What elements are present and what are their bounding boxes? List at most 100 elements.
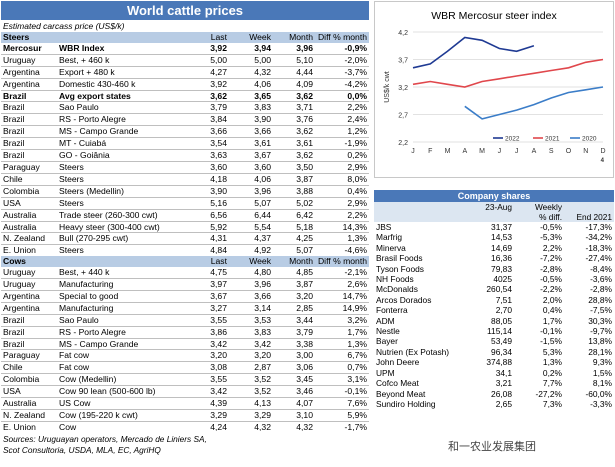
desc-cell: Cow (195-220 k cwt) [57, 409, 185, 422]
week-cell: 5,07 [229, 196, 273, 210]
last-cell: 3,60 [185, 160, 229, 174]
col-diff: Diff % month [315, 256, 369, 268]
month-cell: 3,62 [273, 89, 315, 102]
end-2021-diff: 28,1% [588, 346, 612, 357]
last-cell: 4,75 [210, 267, 227, 278]
col-date: 23-Aug [462, 202, 514, 212]
cows-row: Brazil Sao Paulo 3,55 3,53 3,44 3,2% [1, 313, 369, 327]
share-row: Beyond Meat 26,08 -27,2% -60,0% [374, 389, 614, 399]
share-price: 260,54 [486, 284, 512, 295]
page-subtitle: Estimated carcass price (US$/k) [3, 21, 125, 31]
country-cell: Argentina [1, 289, 57, 303]
steers-row: Colombia Steers (Medellin) 3,90 3,96 3,88 0,4… [1, 184, 369, 198]
share-row: Minerva 14,69 2,2% -18,3% [374, 243, 614, 253]
cows-row: Uruguay Best, + 440 k 4,75 4,80 4,85 -2,1% [1, 267, 369, 278]
x-tick-label: O [566, 148, 572, 155]
company-shares-panel: Company shares 23-Aug Weekly % diff. End… [374, 190, 614, 409]
week-cell: 3,83 [229, 101, 273, 114]
end-2021-diff: -3,3% [590, 398, 612, 409]
company-name: Marfrig [376, 232, 403, 243]
share-price: 7,51 [495, 294, 512, 305]
last-cell: 3,54 [185, 137, 229, 150]
diff-cell: -4,2% [315, 77, 369, 91]
desc-cell: US Cow [57, 397, 185, 410]
end-2021-diff: -8,4% [590, 263, 612, 274]
last-cell: 4,24 [185, 420, 229, 433]
desc-cell: Cow 90 lean (500-600 lb) [57, 385, 185, 398]
weekly-diff: 0,2% [542, 367, 562, 378]
page-title: World cattle prices [1, 1, 369, 20]
share-price: 88,05 [491, 315, 512, 326]
cows-row: Argentina Manufacturing 3,27 3,14 2,85 14,9% [1, 301, 369, 315]
share-row: Brasil Foods 16,36 -7,2% -27,4% [374, 253, 614, 263]
last-cell: 3,42 [185, 337, 229, 350]
weekly-diff: -0,1% [540, 326, 562, 337]
week-cell: 3,29 [229, 409, 273, 422]
desc-cell: Special to good [57, 289, 185, 303]
col-week: Week [229, 32, 273, 43]
country-cell: Brazil [1, 313, 57, 327]
country-cell: Argentina [1, 65, 57, 79]
diff-cell: 2,2% [315, 101, 369, 114]
month-cell: 2,85 [273, 301, 315, 315]
weekly-diff: 2,2% [542, 242, 562, 253]
desc-cell: Best, + 460 k [57, 53, 185, 67]
share-price: 374,88 [486, 357, 512, 368]
week-cell: 3,53 [229, 313, 273, 327]
weekly-diff: -1,5% [540, 336, 562, 347]
country-cell: Argentina [1, 77, 57, 91]
cows-header-row: Cows Last Week Month Diff % month [1, 256, 369, 268]
legend-label: 2022 [505, 136, 520, 143]
share-row: Nutrien (Ex Potash) 96,34 5,3% 28,1% [374, 347, 614, 357]
month-cell: 3,62 [273, 125, 315, 138]
steers-row: Brazil Sao Paulo 3,79 3,83 3,71 2,2% [1, 101, 369, 114]
last-cell: 4,39 [185, 397, 229, 410]
country-cell: Uruguay [1, 278, 57, 291]
company-name: JBS [376, 222, 392, 232]
share-row: NH Foods 4025 -0,5% -3,6% [374, 274, 614, 284]
last-cell: 3,79 [185, 101, 229, 114]
weekly-diff: 1,7% [542, 315, 562, 326]
share-price: 14,53 [491, 232, 512, 243]
share-price: 14,69 [491, 242, 512, 253]
week-cell: 4,92 [229, 244, 273, 257]
x-tick-label: A [462, 148, 467, 155]
y-tick-label: 2,7 [398, 113, 408, 120]
country-cell: Chile [1, 172, 57, 186]
country-cell: Australia [1, 208, 57, 221]
diff-cell: 1,2% [315, 125, 369, 138]
month-cell: 3,46 [273, 385, 315, 398]
weekly-diff: 0,4% [542, 305, 562, 316]
week-cell: 5,54 [229, 220, 273, 233]
share-row: ADM 88,05 1,7% 30,3% [374, 316, 614, 326]
month-cell: 4,32 [273, 420, 315, 433]
last-cell: 3,55 [185, 373, 229, 386]
company-name: UPM [376, 367, 395, 378]
week-cell: 6,44 [229, 208, 273, 221]
diff-cell: 1,7% [315, 325, 369, 339]
week-cell: 4,06 [229, 77, 273, 91]
desc-cell: Export + 480 k [57, 65, 185, 79]
desc-cell: WBR Index [59, 42, 105, 53]
x-tick-label: M [445, 148, 451, 155]
end-2021-diff: -17,3% [585, 222, 612, 232]
week-cell: 3,14 [229, 301, 273, 315]
diff-cell: -2,0% [315, 53, 369, 67]
desc-cell: Heavy steer (300-400 cwt) [57, 220, 185, 233]
week-cell: 4,37 [229, 232, 273, 245]
country-cell: USA [1, 196, 57, 210]
company-name: Tyson Foods [376, 263, 424, 274]
steer-index-chart: WBR Mercosur steer index 2,2 2,7 3,2 3,7 4,2… [374, 1, 614, 178]
desc-cell: Manufacturing [57, 301, 185, 315]
country-cell: Paraguay [1, 160, 57, 174]
share-row: Bayer 53,49 -1,5% 13,8% [374, 336, 614, 346]
last-cell: 3,20 [185, 349, 229, 362]
last-cell: 3,63 [185, 149, 229, 162]
week-cell: 3,94 [254, 42, 271, 53]
week-cell: 2,87 [229, 361, 273, 374]
desc-cell: MS - Campo Grande [57, 337, 185, 350]
company-name: Arcos Dorados [376, 294, 432, 305]
weekly-diff: -0,5% [540, 274, 562, 285]
diff-cell: 0,7% [315, 361, 369, 374]
week-cell: 3,42 [229, 337, 273, 350]
